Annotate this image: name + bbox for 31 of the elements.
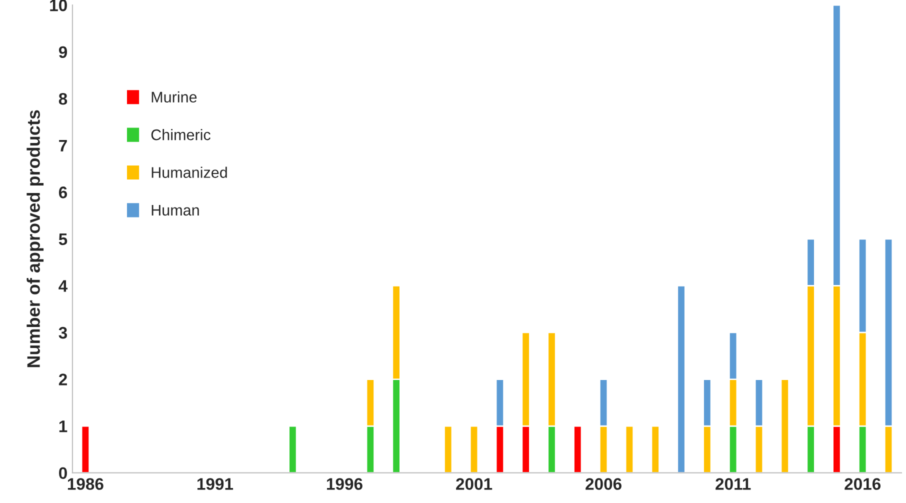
legend-label: Murine	[152, 91, 197, 103]
bar	[444, 425, 453, 473]
legend-label: Chimeric	[151, 129, 210, 140]
y-tick-label: 0	[59, 467, 67, 480]
x-tick-label: 1991	[197, 478, 234, 490]
x-tick-label: 2016	[844, 478, 881, 490]
y-tick-label: 9	[58, 46, 67, 58]
bar	[780, 378, 790, 473]
y-tick-label: 5	[58, 234, 68, 246]
bar	[624, 425, 634, 473]
y-tick-label: 6	[58, 186, 68, 198]
bar	[80, 425, 90, 473]
legend-label: Humanized	[152, 166, 227, 178]
bar	[469, 425, 479, 473]
y-tick-label: 2	[58, 374, 67, 386]
y-tick-label: 7	[59, 140, 67, 152]
legend-label: Human	[152, 204, 199, 216]
x-tick-label: 1996	[327, 478, 362, 490]
y-axis-title: Number of approved products	[26, 110, 44, 368]
x-tick-label: 2011	[716, 478, 751, 490]
y-tick-label: 3	[58, 326, 68, 339]
x-tick-label: 1986	[68, 478, 104, 490]
bar	[650, 425, 660, 473]
bar	[288, 425, 298, 473]
bar	[676, 285, 686, 473]
bar	[573, 425, 582, 473]
y-tick-label: 4	[58, 280, 68, 292]
x-tick-label: 2001	[456, 478, 492, 490]
x-tick-label: 2006	[586, 478, 622, 490]
y-tick-label: 8	[58, 92, 68, 105]
y-tick-label: 1	[59, 420, 68, 432]
